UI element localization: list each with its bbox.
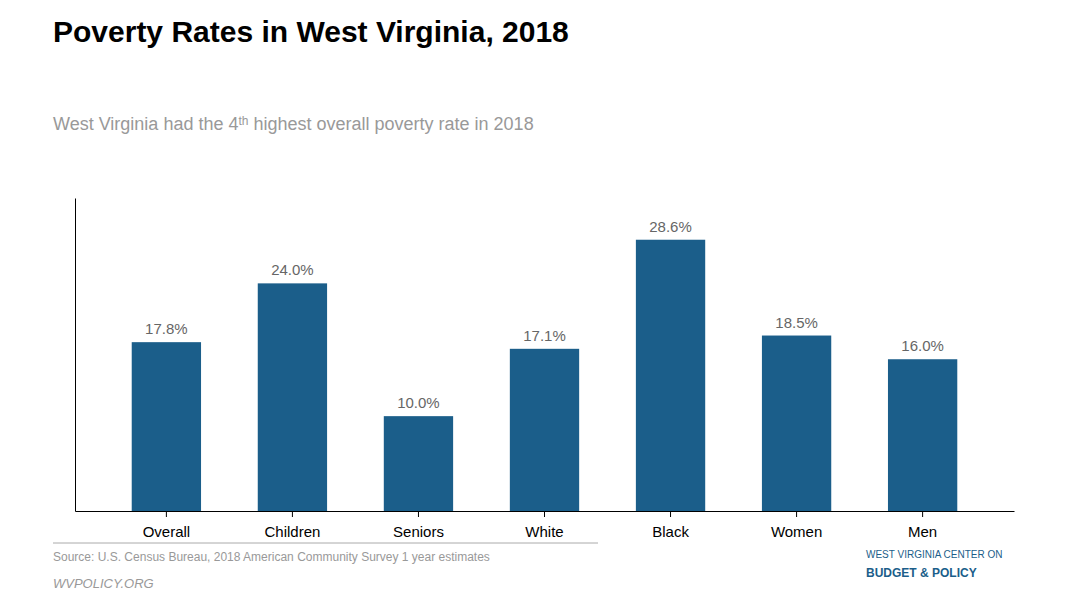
x-tick: Children xyxy=(264,511,320,540)
subtitle-part: West Virginia had the 4 xyxy=(53,114,238,134)
bars xyxy=(132,240,958,511)
data-label: 10.0% xyxy=(397,394,440,411)
subtitle-part: highest overall poverty rate in 2018 xyxy=(248,114,533,134)
bar xyxy=(636,240,705,511)
annotation: WEST VIRGINIA CENTER ON xyxy=(866,549,1003,560)
data-label: 28.6% xyxy=(649,218,692,235)
bar xyxy=(132,342,201,511)
data-label: 16.0% xyxy=(901,337,944,354)
x-tick-label: White xyxy=(525,523,563,540)
x-tick: Seniors xyxy=(393,511,444,540)
x-tick-label: Children xyxy=(264,523,320,540)
data-label: 24.0% xyxy=(271,261,314,278)
data-label: 18.5% xyxy=(775,314,818,331)
y-axis xyxy=(75,199,76,512)
x-tick: Overall xyxy=(143,511,191,540)
x-tick-label: Women xyxy=(771,523,822,540)
title: Poverty Rates in West Virginia, 2018 xyxy=(53,15,569,48)
x-tick-mark xyxy=(922,511,923,517)
bar xyxy=(258,283,327,511)
bar xyxy=(888,359,957,511)
bar xyxy=(510,349,579,511)
x-tick: Black xyxy=(652,511,689,540)
x-axis: Overall Children Seniors White Black Women Men xyxy=(76,511,1015,540)
chart-svg: Poverty Rates in West Virginia, 2018 West… xyxy=(0,0,1067,601)
x-tick: Women xyxy=(771,511,822,540)
x-tick-label: Men xyxy=(908,523,937,540)
x-tick-label: Black xyxy=(652,523,689,540)
x-tick: Men xyxy=(908,511,937,540)
data-labels: 17.8% 24.0% 10.0% 17.1% 28.6% 18.5% 16.0% xyxy=(145,218,944,411)
data-label: 17.8% xyxy=(145,320,188,337)
x-tick-label: Overall xyxy=(143,523,191,540)
x-tick-label: Seniors xyxy=(393,523,444,540)
x-tick: White xyxy=(525,511,563,540)
bar xyxy=(762,336,831,511)
plot: 17.8% 24.0% 10.0% 17.1% 28.6% 18.5% 16.0% Overa… xyxy=(76,199,1015,540)
annotation: WVPOLICY.ORG xyxy=(53,576,154,591)
data-label: 17.1% xyxy=(523,327,566,344)
y-axis-line xyxy=(75,199,76,512)
subtitle-part: th xyxy=(238,114,248,128)
x-tick-mark xyxy=(166,511,167,517)
subtitle: West Virginia had the 4th highest overal… xyxy=(53,114,534,134)
x-tick-mark xyxy=(292,511,293,517)
x-tick-mark xyxy=(418,511,419,517)
annotation: Source: U.S. Census Bureau, 2018 America… xyxy=(53,550,490,564)
x-tick-mark xyxy=(796,511,797,517)
x-tick-mark xyxy=(670,511,671,517)
footer-rule xyxy=(53,543,598,544)
x-tick-mark xyxy=(544,511,545,517)
annotation: BUDGET & POLICY xyxy=(866,566,977,580)
bar xyxy=(384,416,453,511)
